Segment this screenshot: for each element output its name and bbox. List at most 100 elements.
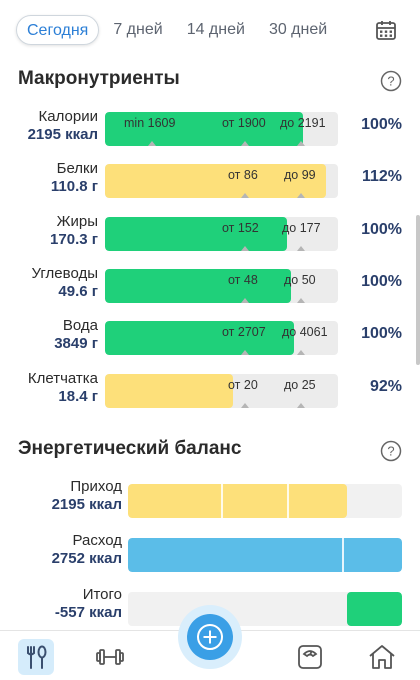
- macro-row[interactable]: Углеводы 49.6 г от 48 до 50 100%: [0, 265, 420, 309]
- macro-bar-fill: [105, 164, 326, 198]
- nav-home[interactable]: [364, 639, 400, 675]
- macro-percent: 92%: [369, 378, 402, 395]
- macro-tick: [241, 246, 249, 251]
- macro-name: Калории: [38, 108, 98, 125]
- energy-row[interactable]: Расход 2752 ккал: [0, 532, 420, 582]
- macro-row[interactable]: Калории 2195 ккал min 1609 от 1900 до 2191…: [0, 108, 420, 152]
- scale-icon: [298, 645, 322, 669]
- macro-tick: [297, 246, 305, 251]
- macro-percent: 112%: [361, 168, 402, 185]
- nav-weight[interactable]: [292, 639, 328, 675]
- macro-tick: [241, 141, 249, 146]
- macro-marker: min 1609: [124, 116, 176, 130]
- energy-bar-separator: [221, 484, 223, 518]
- energy-label: Итого -557 ккал: [55, 586, 122, 621]
- macro-marker: от 20: [228, 378, 258, 392]
- energy-value: 2752 ккал: [51, 550, 122, 567]
- tab-30-days[interactable]: 30 дней: [268, 21, 328, 38]
- macro-percent: 100%: [361, 221, 402, 238]
- macro-name: Белки: [56, 160, 98, 177]
- svg-text:?: ?: [387, 444, 394, 459]
- macro-bar-fill: [105, 321, 294, 355]
- energy-bar-separator: [342, 538, 344, 572]
- energy-bar: [128, 592, 402, 626]
- macro-bar: от 152 до 177: [105, 217, 338, 251]
- macro-row[interactable]: Вода 3849 г от 2707 до 4061 100%: [0, 317, 420, 361]
- home-icon: [369, 645, 395, 669]
- macro-marker: от 152: [222, 221, 259, 235]
- macro-tick: [241, 403, 249, 408]
- macro-bar: min 1609 от 1900 до 2191: [105, 112, 338, 146]
- macro-label: Клетчатка 18.4 г: [28, 370, 98, 405]
- macro-value: 2195 ккал: [27, 126, 98, 143]
- scrollbar[interactable]: [416, 215, 420, 365]
- energy-name: Расход: [72, 532, 122, 549]
- macro-marker: от 86: [228, 168, 258, 182]
- macro-bar: от 86 до 99: [105, 164, 338, 198]
- macro-bar: от 48 до 50: [105, 269, 338, 303]
- svg-text:?: ?: [387, 74, 394, 89]
- macro-marker: от 1900: [222, 116, 266, 130]
- nav-workout[interactable]: [92, 639, 128, 675]
- add-button[interactable]: [178, 605, 242, 669]
- energy-bar-fill: [128, 484, 347, 518]
- period-tabs: Сегодня 7 дней 14 дней 30 дней: [16, 14, 404, 46]
- question-circle-icon[interactable]: ?: [380, 440, 402, 462]
- macro-marker: до 4061: [282, 325, 328, 339]
- energy-value: 2195 ккал: [51, 496, 122, 513]
- macro-percent: 100%: [361, 325, 402, 342]
- energy-name: Приход: [70, 478, 122, 495]
- calendar-icon[interactable]: [374, 18, 398, 42]
- macro-bar-fill: [105, 112, 303, 146]
- add-button-inner: [187, 614, 233, 660]
- tab-today[interactable]: Сегодня: [16, 15, 100, 45]
- macro-name: Клетчатка: [27, 370, 98, 387]
- macro-tick: [241, 350, 249, 355]
- macro-row[interactable]: Клетчатка 18.4 г от 20 до 25 92%: [0, 370, 420, 414]
- macro-tick: [297, 193, 305, 198]
- energy-label: Расход 2752 ккал: [52, 532, 122, 567]
- macro-row[interactable]: Жиры 170.3 г от 152 до 177 100%: [0, 213, 420, 257]
- macro-bar-fill: [105, 374, 233, 408]
- macro-name: Углеводы: [31, 265, 98, 282]
- energy-title: Энергетический баланс: [18, 438, 242, 459]
- macro-bar: от 2707 до 4061: [105, 321, 338, 355]
- energy-value: -557 ккал: [54, 604, 122, 621]
- macro-label: Калории 2195 ккал: [28, 108, 98, 143]
- tab-14-days[interactable]: 14 дней: [186, 21, 245, 38]
- macro-tick: [297, 403, 305, 408]
- energy-bar: [128, 538, 402, 572]
- macro-label: Жиры 170.3 г: [50, 213, 98, 248]
- macro-bar: от 20 до 25: [105, 374, 338, 408]
- energy-row[interactable]: Итого -557 ккал: [0, 586, 420, 636]
- macro-value: 18.4 г: [58, 388, 98, 405]
- energy-label: Приход 2195 ккал: [52, 478, 122, 513]
- macro-tick: [297, 350, 305, 355]
- macro-percent: 100%: [361, 273, 402, 290]
- bottom-nav: [0, 605, 420, 680]
- macro-tick: [241, 193, 249, 198]
- energy-row[interactable]: Приход 2195 ккал: [0, 478, 420, 528]
- energy-name: Итого: [82, 586, 122, 603]
- macro-label: Белки 110.8 г: [51, 160, 98, 195]
- macro-marker: до 177: [282, 221, 321, 235]
- macro-bar-fill: [105, 217, 287, 251]
- macro-row[interactable]: Белки 110.8 г от 86 до 99 112%: [0, 160, 420, 204]
- macro-name: Вода: [62, 317, 98, 334]
- energy-bar-fill: [347, 592, 402, 626]
- macros-title: Макронутриенты: [18, 68, 180, 89]
- macro-marker: от 48: [228, 273, 258, 287]
- macro-label: Вода 3849 г: [54, 317, 98, 352]
- macro-label: Углеводы 49.6 г: [32, 265, 98, 300]
- macro-tick: [297, 141, 305, 146]
- fork-spoon-icon: [27, 645, 47, 669]
- macro-marker: до 25: [284, 378, 316, 392]
- question-circle-icon[interactable]: ?: [380, 70, 402, 92]
- energy-bar-separator: [287, 484, 289, 518]
- nav-food[interactable]: [18, 639, 54, 675]
- macro-marker: до 99: [284, 168, 316, 182]
- macro-percent: 100%: [361, 116, 402, 133]
- tab-7-days[interactable]: 7 дней: [113, 21, 163, 38]
- macro-value: 49.6 г: [58, 283, 98, 300]
- macro-tick: [241, 298, 249, 303]
